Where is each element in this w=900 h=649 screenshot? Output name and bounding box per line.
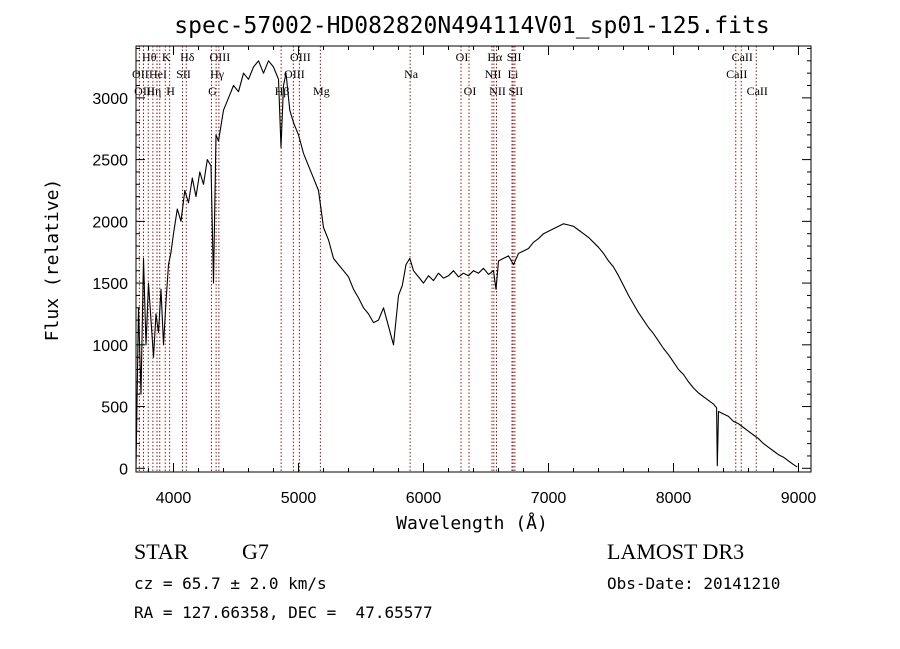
line-marker-label: CaII (747, 84, 768, 98)
x-tick-label: 4000 (156, 490, 192, 507)
line-marker-label: HeI (149, 67, 167, 81)
plot-frame (135, 45, 812, 473)
y-tick-label: 2000 (92, 214, 128, 231)
line-marker-label: OIII (290, 50, 311, 64)
survey-name: LAMOST DR3 (607, 539, 745, 564)
line-marker-label: Hθ (142, 50, 157, 64)
line-marker-label: OIII (284, 67, 305, 81)
x-tick-label: 6000 (406, 490, 442, 507)
line-marker-label: Mg (313, 84, 330, 98)
x-tick-label: 8000 (656, 490, 692, 507)
line-marker-label: OI (464, 84, 477, 98)
line-marker-label: SII (176, 67, 191, 81)
axis-ticks: 4000 5000 6000 7000 8000 9000 0 500 1000 1500 2000… (92, 46, 816, 507)
y-axis-label: Flux (relative) (42, 179, 63, 342)
x-axis-label: Wavelength (Å) (396, 512, 548, 534)
line-marker-label: SII (509, 84, 524, 98)
line-marker-label: Hα (487, 50, 503, 64)
line-marker-label: OIII (134, 84, 155, 98)
y-tick-label: 0 (119, 461, 128, 478)
spectral-subclass: G7 (242, 539, 269, 564)
line-marker-label: Hη (146, 84, 161, 98)
line-marker-label: G (208, 84, 217, 98)
line-marker-label: Hγ (210, 67, 225, 81)
y-tick-label: 3000 (92, 91, 128, 108)
line-marker-label: CaII (726, 67, 747, 81)
line-marker-label: OII (132, 67, 149, 81)
y-tick-label: 1000 (92, 338, 128, 355)
redshift-value: cz = 65.7 ± 2.0 km/s (134, 574, 327, 593)
line-marker-label: CaII (732, 50, 753, 64)
spectrum-line-layer (135, 60, 798, 469)
emission-line-markers (138, 46, 757, 472)
line-marker-label: H (166, 84, 175, 98)
line-marker-label: SII (507, 50, 522, 64)
line-marker-label: OI (456, 50, 469, 64)
x-tick-label: 5000 (281, 490, 317, 507)
line-marker-label: Hβ (275, 84, 290, 98)
object-type: STAR (134, 539, 189, 564)
x-tick-label: 7000 (531, 490, 567, 507)
y-tick-label: 2500 (92, 153, 128, 170)
line-marker-label: OIII (210, 50, 231, 64)
observation-date: Obs-Date: 20141210 (607, 574, 781, 593)
line-marker-label: K (162, 50, 171, 64)
line-marker-label: NII (489, 84, 506, 98)
line-marker-label: Li (508, 67, 519, 81)
y-tick-label: 1500 (92, 276, 128, 293)
line-marker-label: NII (485, 67, 502, 81)
line-marker-label: Hδ (180, 50, 195, 64)
x-tick-label: 9000 (781, 490, 817, 507)
chart-title: spec-57002-HD082820N494114V01_sp01-125.f… (174, 13, 769, 39)
sky-coordinates: RA = 127.66358, DEC = 47.65577 (134, 603, 433, 622)
emission-line-labels: OIIOIIIHθHηHeIKHSIIHδGHγOIIIHβOIIIOIIIMg… (132, 50, 768, 98)
y-tick-label: 500 (101, 400, 128, 417)
line-marker-label: Na (404, 67, 419, 81)
spectrum-line (135, 60, 798, 469)
